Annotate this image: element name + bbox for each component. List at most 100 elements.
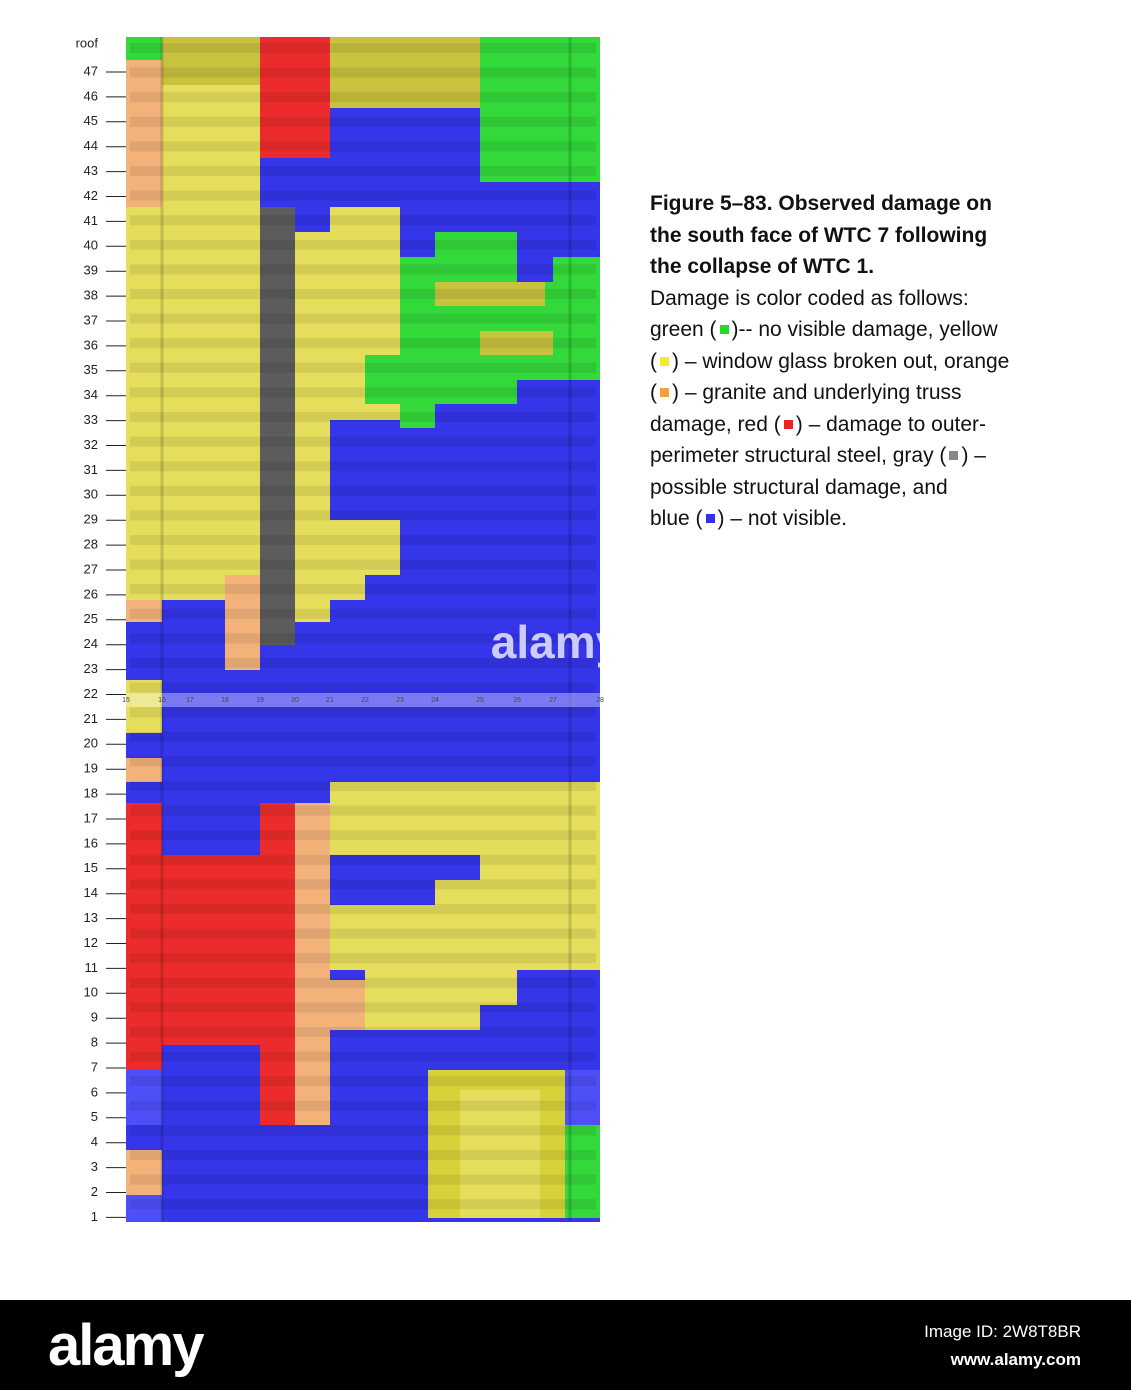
column-label: 26 (513, 697, 521, 704)
window-row (130, 584, 596, 595)
damage-region (365, 970, 517, 1005)
window-row (130, 608, 596, 619)
floor-label: 7 (91, 1059, 98, 1074)
damage-region (126, 1070, 162, 1125)
damage-region (162, 855, 295, 1045)
damage-region (295, 600, 330, 622)
caption-line: possible structural damage, and (650, 475, 948, 499)
floor-label: 13 (84, 910, 98, 925)
window-row (130, 190, 596, 201)
damage-region (565, 1125, 600, 1218)
column-label: 20 (291, 697, 299, 704)
floor-labels: 15 16 17 18 19 20 21 22 23 24 25 26 27 28roof47464544… (76, 35, 604, 1223)
floor-label: 40 (84, 238, 98, 253)
damage-region (295, 420, 330, 520)
floor-label: 34 (84, 387, 98, 402)
damage-region (565, 1070, 600, 1125)
window-row (130, 43, 596, 53)
damage-region (400, 257, 517, 282)
building-face (126, 37, 600, 1222)
window-row (130, 239, 596, 250)
caption-line: Damage is color coded as follows: (650, 286, 969, 310)
window-row (130, 289, 596, 299)
window-row (130, 854, 596, 865)
damage-region (460, 1090, 540, 1218)
window-row (130, 830, 596, 841)
damage-region (330, 855, 480, 880)
caption-line: damage, red () – damage to outer- (650, 409, 1009, 441)
floor-label: 29 (84, 512, 98, 527)
footer: alamy Image ID: 2W8T8BR www.alamy.com (0, 1300, 1131, 1390)
text: damage, red ( (650, 412, 781, 436)
column-label: 15 (122, 697, 130, 704)
text: perimeter structural steel, gray ( (650, 444, 947, 467)
window-row (130, 1150, 596, 1160)
caption-title: the south face of WTC 7 following (650, 223, 988, 247)
damage-region (260, 37, 330, 158)
caption-line: green ( )-- no visible damage, yellow (650, 314, 1009, 346)
swatch (705, 514, 715, 523)
text: green ( (650, 318, 717, 341)
face-diagram: 15 16 17 18 19 20 21 22 23 24 25 26 27 28roof47464544… (75, 35, 622, 1224)
damage-region (400, 282, 435, 306)
watermark: alamy (491, 616, 622, 668)
floor-label: 35 (84, 362, 98, 377)
floor-label: 21 (84, 711, 98, 726)
window-row (130, 1051, 596, 1062)
floor-label: 9 (91, 1010, 98, 1025)
window-row (130, 1027, 596, 1037)
column-label: 27 (549, 697, 557, 704)
site-url: www.alamy.com (950, 1350, 1081, 1369)
damage-region (126, 600, 162, 622)
window-row (130, 338, 596, 349)
damage-region (162, 85, 260, 207)
caption-title: the collapse of WTC 1. (650, 255, 875, 278)
swatch (660, 388, 669, 397)
floor-label: 47 (84, 63, 98, 78)
damage-region (162, 37, 260, 85)
window-row (130, 879, 596, 890)
window-row (130, 412, 596, 422)
window-row (130, 1199, 596, 1210)
floor-label: 32 (84, 437, 98, 452)
floor-label: 37 (84, 312, 98, 327)
text: )-- no visible damage, yellow (731, 318, 998, 341)
floor-label: 26 (84, 586, 98, 601)
window-row (130, 731, 596, 742)
floor-label: 25 (84, 611, 98, 626)
damage-region (365, 355, 600, 380)
column-label: 28 (596, 697, 604, 704)
caption-line: perimeter structural steel, gray ( ) – (650, 440, 1009, 472)
floor-label: 27 (84, 561, 98, 576)
window-row (130, 436, 596, 447)
window-row (130, 904, 596, 914)
column-label: 25 (476, 697, 484, 704)
column-label: 21 (326, 697, 334, 704)
column-label: 16 (158, 697, 166, 704)
window-row (130, 215, 596, 226)
swatch (949, 451, 959, 460)
floor-label: 8 (91, 1035, 98, 1050)
window-row (130, 362, 596, 373)
window-row (130, 928, 596, 939)
text: ) – (961, 444, 986, 467)
window-row (130, 1002, 596, 1013)
window-row (130, 535, 596, 545)
floor-label: 10 (84, 985, 98, 1000)
floor-label: 46 (84, 88, 98, 103)
column-label: 22 (361, 697, 369, 704)
damage-region (126, 37, 162, 60)
damage-region (400, 404, 435, 428)
damage-region (225, 575, 260, 670)
damage-region (553, 257, 600, 282)
window-row (130, 67, 596, 78)
window-row (130, 1100, 596, 1111)
damage-region (400, 331, 480, 355)
floor-label: 28 (84, 537, 98, 552)
swatch (719, 325, 729, 334)
damage-region (295, 803, 330, 1125)
damage-region (126, 803, 162, 1070)
column-label: 24 (431, 697, 439, 704)
floor-label: 6 (91, 1084, 98, 1099)
floor-label: 11 (85, 960, 99, 975)
